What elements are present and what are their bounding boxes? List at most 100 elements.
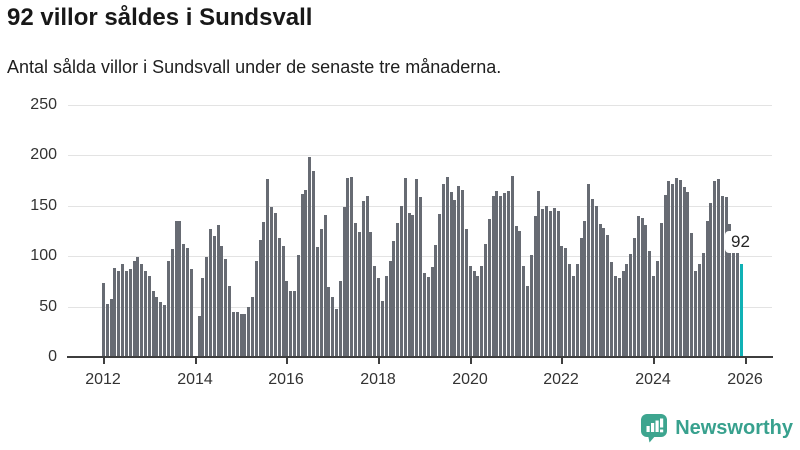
gridline-y-200 bbox=[68, 155, 772, 156]
bar bbox=[652, 276, 656, 357]
bar bbox=[124, 271, 128, 357]
bar bbox=[506, 191, 510, 357]
bar bbox=[644, 225, 648, 357]
x-axis-tick bbox=[470, 358, 472, 364]
bar bbox=[514, 226, 518, 357]
bar bbox=[422, 273, 426, 357]
gridline-y-250 bbox=[68, 105, 772, 106]
y-axis-tick-label: 200 bbox=[30, 146, 57, 163]
bar bbox=[170, 249, 174, 357]
bar bbox=[243, 314, 247, 357]
bar bbox=[713, 181, 717, 357]
bar bbox=[671, 184, 675, 357]
bar bbox=[675, 178, 678, 357]
bar bbox=[128, 269, 132, 357]
bar bbox=[205, 257, 209, 357]
bar bbox=[426, 277, 430, 357]
bar bbox=[147, 276, 151, 357]
last-value-annotation: 92 bbox=[725, 231, 756, 253]
bar bbox=[262, 222, 266, 357]
bar bbox=[594, 206, 598, 357]
bar bbox=[659, 223, 663, 357]
bar bbox=[701, 253, 705, 357]
bar bbox=[403, 178, 407, 357]
bar bbox=[182, 244, 186, 357]
bar bbox=[499, 196, 503, 357]
bar bbox=[571, 276, 575, 357]
bar bbox=[327, 287, 331, 357]
bar bbox=[533, 216, 537, 357]
bar bbox=[102, 283, 105, 357]
bar bbox=[220, 246, 224, 357]
bar bbox=[273, 213, 277, 357]
bar bbox=[579, 238, 583, 357]
bar bbox=[720, 196, 724, 357]
bar bbox=[323, 215, 327, 357]
bar bbox=[552, 208, 556, 357]
bar bbox=[441, 184, 445, 357]
bar bbox=[583, 221, 587, 357]
bar bbox=[346, 178, 350, 357]
bar bbox=[212, 236, 216, 357]
bar bbox=[548, 211, 552, 357]
bar bbox=[438, 214, 442, 357]
bar bbox=[186, 248, 190, 357]
bar bbox=[289, 291, 293, 357]
bar bbox=[617, 278, 621, 357]
bar bbox=[636, 216, 640, 357]
brand-name: Newsworthy bbox=[675, 416, 793, 439]
bar bbox=[285, 281, 289, 357]
bar bbox=[342, 207, 346, 357]
bar bbox=[736, 253, 740, 357]
bar bbox=[724, 197, 728, 357]
bar bbox=[208, 229, 212, 357]
bar bbox=[487, 219, 491, 357]
bar bbox=[632, 238, 636, 357]
y-axis-tick-label: 250 bbox=[30, 96, 57, 113]
bar bbox=[415, 179, 419, 357]
x-axis-tick bbox=[286, 358, 288, 364]
bar bbox=[281, 246, 285, 357]
bar bbox=[373, 266, 377, 357]
bar bbox=[529, 255, 533, 357]
bar bbox=[121, 264, 125, 357]
bar bbox=[228, 286, 232, 357]
newsworthy-bubble-icon bbox=[641, 414, 668, 443]
x-axis-tick-label: 2024 bbox=[635, 371, 671, 388]
bar bbox=[461, 190, 465, 357]
bar bbox=[453, 200, 457, 357]
x-axis-line bbox=[67, 356, 773, 358]
bar bbox=[491, 196, 495, 357]
bar bbox=[163, 305, 167, 357]
bar bbox=[518, 231, 522, 357]
bar bbox=[197, 316, 201, 357]
bar bbox=[304, 190, 308, 357]
bar bbox=[235, 312, 239, 357]
x-axis-tick bbox=[378, 358, 380, 364]
bar bbox=[663, 195, 667, 357]
bar bbox=[399, 206, 403, 357]
bar bbox=[319, 229, 323, 357]
bar bbox=[105, 304, 109, 357]
highlighted-bar bbox=[739, 264, 743, 357]
x-axis-tick bbox=[745, 358, 747, 364]
bar bbox=[224, 259, 228, 357]
bar bbox=[449, 192, 453, 357]
bar bbox=[377, 278, 381, 357]
bar bbox=[610, 262, 614, 357]
bar bbox=[155, 297, 159, 357]
bar bbox=[354, 223, 358, 357]
bar bbox=[338, 281, 342, 357]
bar bbox=[468, 266, 472, 357]
bar bbox=[732, 246, 736, 357]
x-axis-tick-label: 2014 bbox=[177, 371, 213, 388]
y-axis-tick-label: 0 bbox=[48, 348, 57, 365]
bar bbox=[568, 264, 572, 357]
bar bbox=[151, 291, 155, 357]
bar bbox=[648, 251, 652, 357]
bar bbox=[331, 297, 335, 357]
x-axis-tick-label: 2022 bbox=[543, 371, 579, 388]
bar bbox=[472, 271, 476, 357]
bar bbox=[556, 211, 560, 357]
